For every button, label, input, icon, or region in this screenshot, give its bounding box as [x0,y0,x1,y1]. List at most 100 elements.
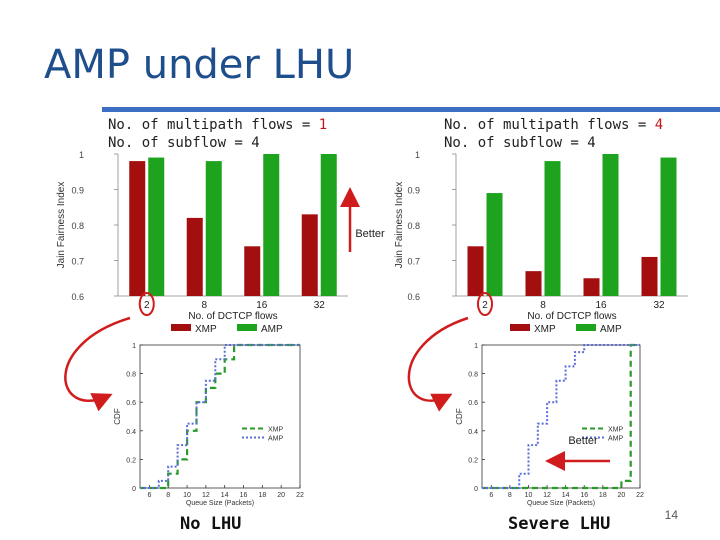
xmp-bar-16 [244,246,261,296]
cdf-xlabel: Queue Size (Packets) [186,500,254,507]
bar-ylabel: Jain Fairness Index [394,182,405,269]
xmp-bar-8 [525,271,542,296]
bar-xtick-label: 32 [314,300,326,311]
cdf-xtick-label: 14 [221,492,229,499]
cdf-xtick-label: 22 [636,492,644,499]
bar-ytick-label: 1 [79,150,84,160]
cdf-xtick-label: 14 [562,492,570,499]
bar-xtick-label: 8 [201,300,207,311]
highlight-circle-2-flows [138,292,155,316]
cdf-ytick-label: 0.8 [468,372,478,379]
cdf-xtick-label: 22 [296,492,304,499]
page-number: 14 [664,508,678,522]
cdf-legend-xmp-label: XMP [608,427,624,434]
bar-ytick-label: 0.7 [407,257,420,267]
right-panel-caption: No. of multipath flows = 4 No. of subflo… [444,116,663,152]
cdf-ytick-label: 0 [132,486,136,493]
legend-amp-label: AMP [600,324,622,335]
cdf-xlabel: Queue Size (Packets) [527,500,595,507]
title-rule [102,107,720,112]
bar-xlabel: No. of DCTCP flows [527,311,616,322]
xmp-bar-32 [641,256,658,296]
cdf-ytick-label: 0.6 [468,400,478,407]
amp-bar-8 [544,161,561,296]
legend-xmp-swatch [510,324,530,331]
cdf-ytick-label: 0.4 [468,429,478,436]
cdf-frame [481,344,641,489]
severe-lhu-label: Severe LHU [508,514,611,534]
cdf-xtick-label: 20 [618,492,626,499]
cdf-ylabel: CDF [455,408,464,425]
left-caption-line1-prefix: No. of multipath flows = [108,117,319,133]
xmp-bar-2 [129,161,146,296]
no-lhu-label: No LHU [180,514,242,534]
right-caption-line1-prefix: No. of multipath flows = [444,117,655,133]
left-caption-line2: No. of subflow = 4 [108,135,260,151]
cdf-xtick-label: 20 [277,492,285,499]
amp-bar-8 [205,161,222,296]
legend-xmp-swatch [171,324,191,331]
cdf-legend-amp-label: AMP [268,436,284,443]
cdf-legend-xmp-label: XMP [268,427,284,434]
amp-bar-2 [148,157,165,296]
bar-ytick-label: 0.6 [407,292,420,302]
amp-cdf-line [482,344,640,489]
cdf-ytick-label: 0.6 [126,400,136,407]
bar-xtick-label: 2 [144,300,150,311]
cdf-legend-amp-label: AMP [608,436,624,443]
cdf-xtick-label: 6 [489,492,493,499]
xmp-cdf-line [140,343,300,490]
bar-ytick-label: 1 [415,150,420,160]
bar-ylabel: Jain Fairness Index [56,182,67,269]
cdf-xtick-label: 16 [240,492,248,499]
left-caption-line1-value: 1 [318,117,328,133]
cdf-xtick-label: 6 [147,492,151,499]
cdf-ytick-label: 0.2 [126,457,136,464]
cdf-ytick-label: 1 [132,343,136,350]
left-curved-arrow [64,316,131,412]
cdf-xtick-label: 10 [183,492,191,499]
legend-amp-swatch [576,324,596,331]
legend-amp-swatch [237,324,257,331]
amp-bar-16 [602,154,619,296]
amp-bar-2 [486,193,503,296]
cdf-ylabel: CDF [113,408,122,425]
cdf-xtick-label: 10 [525,492,533,499]
amp-cdf-line [140,344,300,489]
xmp-cdf-line [482,343,640,490]
bar-ytick-label: 0.9 [407,186,420,196]
right-caption-line1-value: 4 [654,117,664,133]
xmp-bar-32 [301,214,318,296]
cdf-xtick-label: 18 [599,492,607,499]
left-panel-caption: No. of multipath flows = 1 No. of subflo… [108,116,327,152]
cdf-xtick-label: 16 [580,492,588,499]
amp-bar-16 [263,154,280,296]
better-left-label: Better [568,435,598,447]
highlight-circle-2-flows [477,292,493,316]
legend-xmp-label: XMP [195,324,217,335]
bar-xtick-label: 32 [653,300,665,311]
cdf-ytick-label: 0.8 [126,372,136,379]
right-caption-line2: No. of subflow = 4 [444,135,596,151]
cdf-xtick-label: 8 [166,492,170,499]
cdf-xtick-label: 8 [508,492,512,499]
better-up-label: Better [355,228,385,240]
cdf-xtick-label: 12 [202,492,210,499]
xmp-bar-16 [583,278,600,296]
bar-ytick-label: 0.6 [71,292,84,302]
cdf-frame [139,344,301,489]
amp-bar-32 [660,157,677,296]
bar-ytick-label: 0.8 [71,221,84,231]
cdf-ytick-label: 0.2 [468,457,478,464]
bar-ytick-label: 0.8 [407,221,420,231]
legend-amp-label: AMP [261,324,283,335]
amp-bar-32 [320,154,337,296]
cdf-xtick-label: 18 [258,492,266,499]
cdf-ytick-label: 0 [474,486,478,493]
bar-xtick-label: 2 [482,300,488,311]
bar-xtick-label: 8 [540,300,546,311]
bar-ytick-label: 0.7 [71,257,84,267]
bar-xlabel: No. of DCTCP flows [188,311,277,322]
legend-xmp-label: XMP [534,324,556,335]
